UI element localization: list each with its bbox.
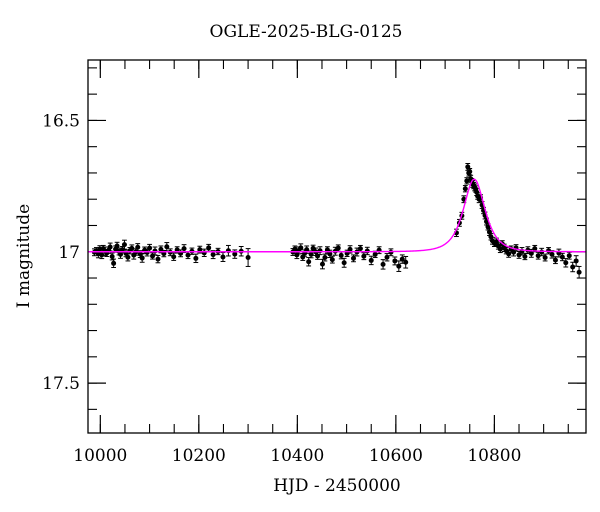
data-point	[206, 245, 212, 251]
data-point	[306, 259, 312, 265]
data-point	[347, 246, 353, 252]
x-tick-label: 10000	[73, 446, 127, 466]
data-point	[341, 260, 347, 266]
data-point	[139, 255, 145, 261]
data-point	[129, 245, 135, 251]
data-point	[125, 254, 131, 260]
data-point	[171, 254, 177, 260]
data-point	[111, 260, 117, 266]
data-point	[135, 244, 141, 250]
data-point	[327, 251, 333, 257]
data-point	[573, 258, 579, 264]
data-point	[532, 246, 538, 252]
data-point	[516, 252, 522, 258]
data-point	[147, 245, 153, 251]
data-point	[522, 253, 528, 259]
data-point	[464, 178, 470, 184]
data-point	[304, 247, 310, 253]
data-point	[210, 252, 216, 258]
data-point	[119, 247, 125, 253]
data-point	[197, 247, 203, 253]
data-point	[497, 246, 503, 252]
y-tick-label: 16.5	[42, 111, 80, 131]
chart-title: OGLE-2025-BLG-0125	[209, 22, 403, 42]
data-point	[535, 253, 541, 259]
data-point	[542, 255, 548, 261]
data-point	[392, 258, 398, 264]
data-point	[372, 251, 378, 257]
data-point	[185, 252, 191, 258]
data-point	[193, 255, 199, 261]
data-point	[570, 264, 576, 270]
data-point	[232, 251, 238, 257]
x-tick-label: 10200	[172, 446, 226, 466]
data-point	[351, 255, 357, 261]
data-point	[121, 242, 127, 248]
y-tick-label: 17.5	[42, 374, 80, 394]
photometry-series	[91, 162, 582, 279]
data-point	[298, 245, 304, 251]
data-point	[552, 257, 558, 263]
data-point	[399, 256, 405, 262]
data-point	[225, 248, 231, 254]
data-point	[322, 255, 328, 261]
data-point	[388, 249, 394, 255]
data-point	[144, 250, 150, 256]
data-point	[220, 254, 226, 260]
y-tick-label: 17	[58, 243, 80, 263]
data-point	[380, 261, 386, 267]
data-point	[338, 252, 344, 258]
data-point	[152, 248, 158, 254]
data-point	[107, 244, 113, 250]
model-curve	[88, 178, 586, 253]
x-tick-label: 10600	[369, 446, 423, 466]
data-point	[576, 269, 582, 275]
data-point	[462, 186, 468, 192]
data-point	[114, 243, 120, 249]
data-point	[396, 263, 402, 269]
data-point	[155, 256, 161, 262]
data-point	[357, 246, 363, 252]
data-point	[566, 253, 572, 259]
data-point	[150, 253, 156, 259]
data-point	[485, 224, 491, 230]
data-point	[403, 259, 409, 265]
data-point	[164, 244, 170, 250]
data-point	[549, 251, 555, 257]
data-point	[319, 261, 325, 267]
data-point	[99, 252, 105, 258]
x-tick-label: 10400	[270, 446, 324, 466]
data-point	[109, 253, 115, 259]
data-point	[467, 169, 473, 175]
data-point	[563, 260, 569, 266]
data-point	[384, 254, 390, 260]
x-tick-label: 10800	[467, 446, 521, 466]
data-point	[245, 255, 251, 261]
data-point	[292, 246, 298, 252]
data-point	[329, 257, 335, 263]
plot-frame	[87, 59, 587, 434]
data-point	[368, 257, 374, 263]
data-point	[317, 248, 323, 254]
data-point	[308, 251, 314, 257]
data-point	[181, 246, 187, 252]
x-axis-label: HJD - 2450000	[273, 476, 401, 496]
data-point	[335, 245, 341, 251]
